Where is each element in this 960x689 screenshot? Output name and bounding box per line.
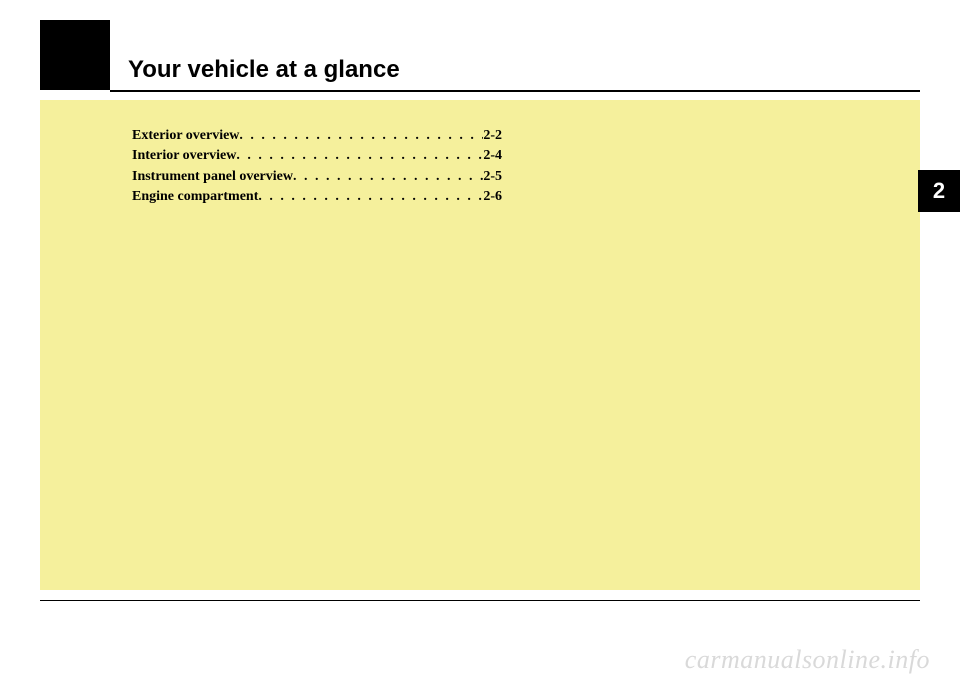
toc-leader: . . . . . . . . . . . . . . . . . . . . … bbox=[239, 126, 483, 146]
toc-label: Engine compartment bbox=[132, 187, 258, 207]
toc-page: 2-5 bbox=[483, 167, 502, 187]
chapter-title: Your vehicle at a glance bbox=[128, 56, 400, 84]
toc-leader: . . . . . . . . . . . . . . . . . . . . … bbox=[258, 187, 483, 207]
toc-leader: . . . . . . . . . . . . . . . . . . . . … bbox=[236, 146, 483, 166]
toc-label: Instrument panel overview bbox=[132, 167, 293, 187]
toc-page: 2-4 bbox=[483, 146, 502, 166]
title-underline bbox=[110, 90, 920, 92]
corner-block bbox=[40, 20, 110, 90]
chapter-number: 2 bbox=[933, 178, 945, 204]
watermark: carmanualsonline.info bbox=[685, 645, 930, 675]
toc-item: Instrument panel overview . . . . . . . … bbox=[132, 167, 502, 187]
table-of-contents: Exterior overview . . . . . . . . . . . … bbox=[132, 126, 502, 207]
toc-item: Engine compartment . . . . . . . . . . .… bbox=[132, 187, 502, 207]
toc-page: 2-2 bbox=[483, 126, 502, 146]
toc-item: Exterior overview . . . . . . . . . . . … bbox=[132, 126, 502, 146]
bottom-rule bbox=[40, 600, 920, 601]
toc-item: Interior overview . . . . . . . . . . . … bbox=[132, 146, 502, 166]
toc-page: 2-6 bbox=[483, 187, 502, 207]
toc-label: Interior overview bbox=[132, 146, 236, 166]
chapter-tab: 2 bbox=[918, 170, 960, 212]
toc-leader: . . . . . . . . . . . . . . . . . . . bbox=[293, 167, 483, 187]
toc-label: Exterior overview bbox=[132, 126, 239, 146]
